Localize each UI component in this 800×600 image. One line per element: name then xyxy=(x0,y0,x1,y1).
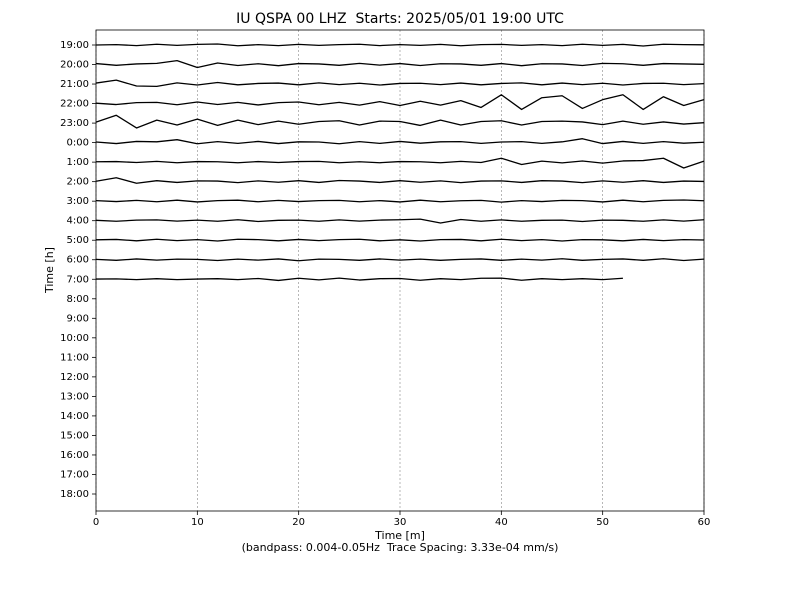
y-tick-label: 7:00 xyxy=(67,274,89,285)
x-tick-label: 0 xyxy=(93,517,99,528)
y-tick-label: 12:00 xyxy=(60,372,89,383)
y-tick-label: 17:00 xyxy=(60,469,89,480)
trace xyxy=(95,43,705,47)
trace xyxy=(95,79,705,88)
trace xyxy=(95,157,705,169)
y-tick-label: 18:00 xyxy=(60,489,89,500)
trace xyxy=(95,238,705,242)
chart-title: IU QSPA 00 LHZ Starts: 2025/05/01 19:00 … xyxy=(236,11,564,27)
y-tick-label: 10:00 xyxy=(60,333,89,344)
y-tick-label: 22:00 xyxy=(60,99,89,110)
x-tick-label: 40 xyxy=(495,517,508,528)
x-tick-label: 50 xyxy=(596,517,609,528)
trace xyxy=(95,177,705,184)
y-tick-label: 4:00 xyxy=(67,216,89,227)
y-tick-label: 11:00 xyxy=(60,352,89,363)
y-tick-label: 19:00 xyxy=(60,40,89,51)
trace xyxy=(95,277,623,282)
trace xyxy=(95,199,705,203)
y-tick-label: 20:00 xyxy=(60,60,89,71)
trace xyxy=(95,258,705,262)
x-tick-label: 10 xyxy=(191,517,204,528)
y-tick-label: 13:00 xyxy=(60,391,89,402)
footnote: (bandpass: 0.004-0.05Hz Trace Spacing: 3… xyxy=(242,541,559,554)
y-tick-label: 3:00 xyxy=(67,196,89,207)
y-tick-label: 5:00 xyxy=(67,235,89,246)
x-axis-label: Time [m] xyxy=(374,529,425,542)
y-tick-label: 9:00 xyxy=(67,313,89,324)
y-tick-label: 15:00 xyxy=(60,430,89,441)
x-tick-label: 60 xyxy=(698,517,711,528)
y-tick-label: 1:00 xyxy=(67,157,89,168)
y-tick-label: 8:00 xyxy=(67,294,89,305)
y-tick-label: 6:00 xyxy=(67,255,89,266)
trace xyxy=(95,94,705,111)
y-axis-label: Time [h] xyxy=(43,247,56,294)
x-tick-label: 30 xyxy=(394,517,407,528)
trace xyxy=(95,138,705,145)
x-tick-label: 20 xyxy=(292,517,305,528)
trace xyxy=(95,114,705,129)
y-tick-label: 0:00 xyxy=(67,138,89,149)
y-tick-label: 16:00 xyxy=(60,450,89,461)
y-tick-label: 23:00 xyxy=(60,118,89,129)
trace xyxy=(95,59,705,69)
y-tick-label: 2:00 xyxy=(67,177,89,188)
y-tick-label: 21:00 xyxy=(60,79,89,90)
trace xyxy=(95,218,705,224)
y-tick-label: 14:00 xyxy=(60,411,89,422)
plot-frame xyxy=(95,29,705,512)
